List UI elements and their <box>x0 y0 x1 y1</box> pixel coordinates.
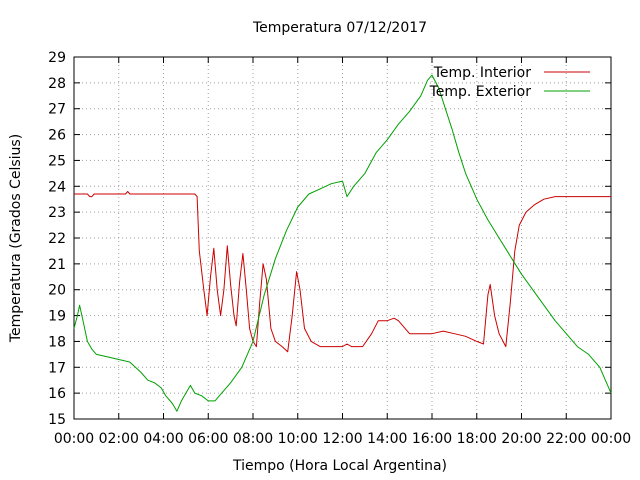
chart-title: Temperatura 07/12/2017 <box>252 20 427 36</box>
y-tick-label: 21 <box>48 257 66 273</box>
y-tick-label: 25 <box>48 153 66 169</box>
y-tick-label: 26 <box>48 128 66 144</box>
plot-frame <box>73 56 612 420</box>
legend-label: Temp. Exterior <box>429 84 532 100</box>
x-tick-label: 12:00 <box>322 431 362 447</box>
x-tick-label: 20:00 <box>501 431 541 447</box>
x-tick-label: 02:00 <box>99 431 139 447</box>
legend: Temp. Interior Temp. Exterior <box>429 65 590 100</box>
x-axis-label: Tiempo (Hora Local Argentina) <box>232 458 447 474</box>
y-tick-label: 29 <box>48 50 66 66</box>
y-axis-label: Temperatura (Grados Celsius) <box>8 134 24 343</box>
axis-ticks: 15 16 17 18 19 20 21 22 23 24 25 26 27 28 29 00:00 02:00… <box>48 50 631 447</box>
x-tick-label: 04:00 <box>143 431 183 447</box>
y-tick-label: 16 <box>48 386 66 402</box>
x-tick-label: 00:00 <box>54 431 94 447</box>
y-tick-label: 19 <box>48 309 66 325</box>
y-tick-label: 24 <box>48 179 66 195</box>
y-tick-label: 15 <box>48 412 66 428</box>
x-tick-label: 08:00 <box>233 431 273 447</box>
x-tick-label: 16:00 <box>412 431 452 447</box>
series-line-exterior <box>73 74 612 412</box>
x-tick-label: 10:00 <box>278 431 318 447</box>
grid <box>74 57 611 419</box>
x-tick-label: 06:00 <box>188 431 228 447</box>
y-tick-label: 20 <box>48 283 66 299</box>
y-tick-label: 17 <box>48 360 66 376</box>
y-tick-label: 22 <box>48 231 66 247</box>
x-tick-label: 00:00 <box>591 431 631 447</box>
x-tick-label: 22:00 <box>546 431 586 447</box>
y-tick-label: 28 <box>48 76 66 92</box>
y-tick-label: 18 <box>48 334 66 350</box>
x-tick-label: 18:00 <box>457 431 497 447</box>
series-line-interior <box>74 191 611 353</box>
y-tick-label: 27 <box>48 102 66 118</box>
series-lines <box>73 74 612 412</box>
legend-label: Temp. Interior <box>433 65 532 81</box>
y-tick-label: 23 <box>48 205 66 221</box>
x-tick-label: 14:00 <box>367 431 407 447</box>
